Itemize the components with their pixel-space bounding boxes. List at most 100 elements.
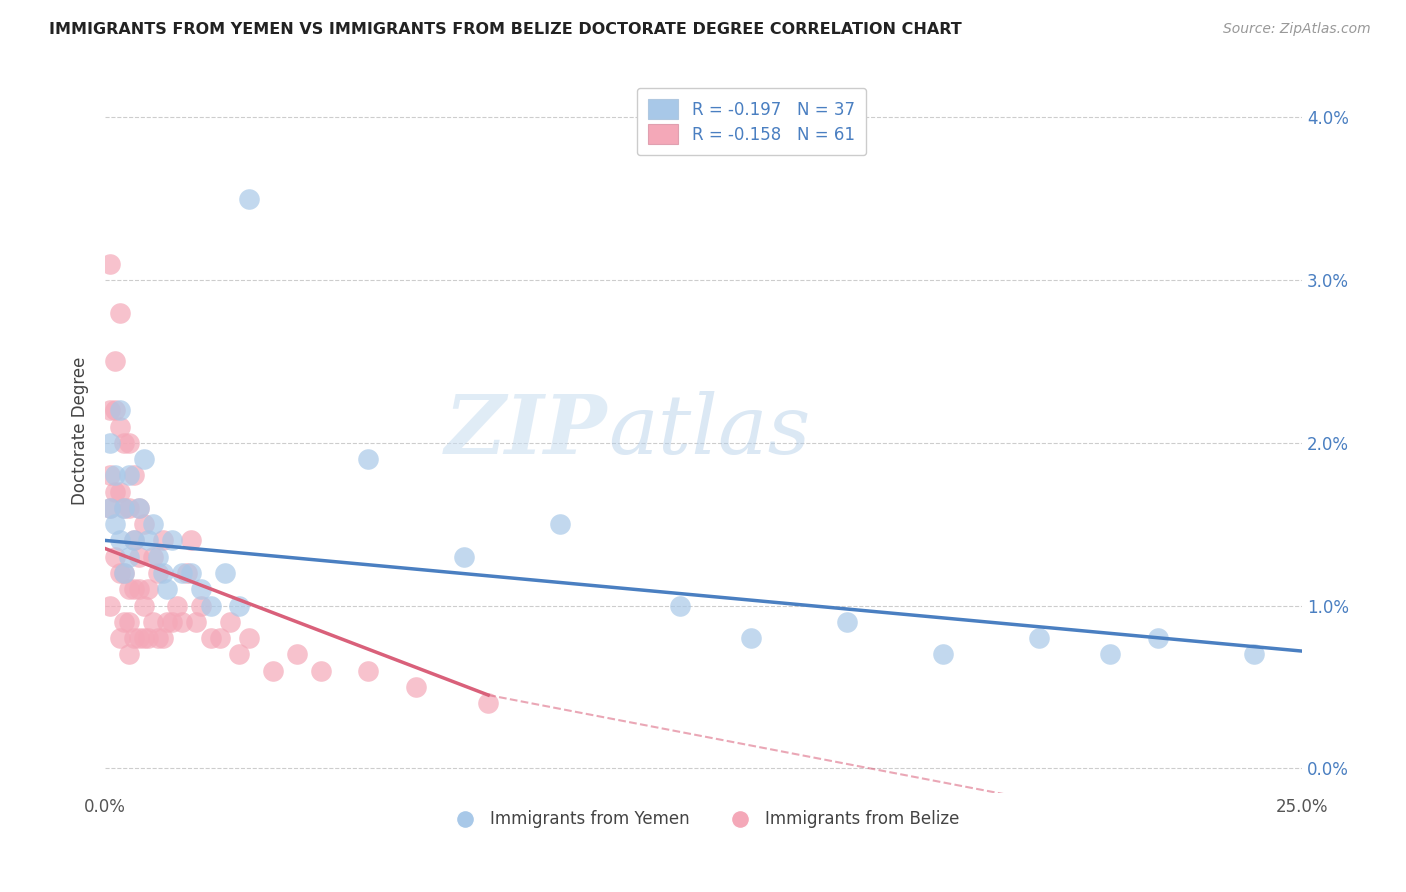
Point [108,305,131,319]
Point [160,615,183,629]
Point [112,435,135,450]
Point [108,403,131,417]
Point [142,517,165,532]
Point [132,517,155,532]
Point [112,566,135,580]
Point [166,599,188,613]
Legend: Immigrants from Yemen, Immigrants from Belize: Immigrants from Yemen, Immigrants from B… [441,804,966,835]
Point [112,615,135,629]
Point [214,566,236,580]
Point [152,566,174,580]
Point [170,615,193,629]
Point [112,500,135,515]
Point [122,533,145,548]
Point [128,500,150,515]
Point [136,582,159,597]
Point [118,648,141,662]
Point [228,648,250,662]
Point [118,615,141,629]
Point [548,517,571,532]
Y-axis label: Doctorate Degree: Doctorate Degree [72,357,89,505]
Point [108,533,131,548]
Point [108,631,131,645]
Point [200,631,222,645]
Point [98,257,121,271]
Point [170,566,193,580]
Point [112,500,135,515]
Point [228,599,250,613]
Point [180,533,202,548]
Point [108,484,131,499]
Point [104,484,127,499]
Point [357,452,380,467]
Point [146,566,169,580]
Point [118,549,141,564]
Point [146,549,169,564]
Point [186,615,208,629]
Point [477,696,499,710]
Point [108,566,131,580]
Point [142,549,165,564]
Point [668,599,690,613]
Point [238,631,260,645]
Point [104,517,127,532]
Point [146,631,169,645]
Point [132,452,155,467]
Point [152,631,174,645]
Point [136,631,159,645]
Point [1243,648,1265,662]
Point [262,664,284,678]
Point [190,599,212,613]
Point [176,566,198,580]
Point [128,631,150,645]
Point [104,468,127,483]
Point [932,648,955,662]
Point [142,615,165,629]
Point [218,615,240,629]
Point [180,566,202,580]
Point [152,533,174,548]
Point [122,533,145,548]
Text: ZIP: ZIP [446,391,607,471]
Point [104,403,127,417]
Point [837,615,859,629]
Point [98,435,121,450]
Point [309,664,332,678]
Point [128,500,150,515]
Point [122,468,145,483]
Point [190,582,212,597]
Point [98,500,121,515]
Point [118,468,141,483]
Point [112,566,135,580]
Point [118,582,141,597]
Point [118,500,141,515]
Point [160,533,183,548]
Point [156,582,179,597]
Point [104,354,127,368]
Point [98,468,121,483]
Point [128,549,150,564]
Point [156,615,179,629]
Point [108,419,131,434]
Point [209,631,232,645]
Text: atlas: atlas [607,391,810,471]
Point [453,549,475,564]
Point [98,500,121,515]
Point [118,435,141,450]
Point [98,599,121,613]
Text: IMMIGRANTS FROM YEMEN VS IMMIGRANTS FROM BELIZE DOCTORATE DEGREE CORRELATION CHA: IMMIGRANTS FROM YEMEN VS IMMIGRANTS FROM… [49,22,962,37]
Point [132,631,155,645]
Point [98,403,121,417]
Point [1099,648,1122,662]
Point [132,599,155,613]
Point [122,582,145,597]
Point [405,680,427,694]
Text: Source: ZipAtlas.com: Source: ZipAtlas.com [1223,22,1371,37]
Point [238,192,260,206]
Point [1028,631,1050,645]
Point [200,599,222,613]
Point [357,664,380,678]
Point [122,631,145,645]
Point [128,582,150,597]
Point [104,549,127,564]
